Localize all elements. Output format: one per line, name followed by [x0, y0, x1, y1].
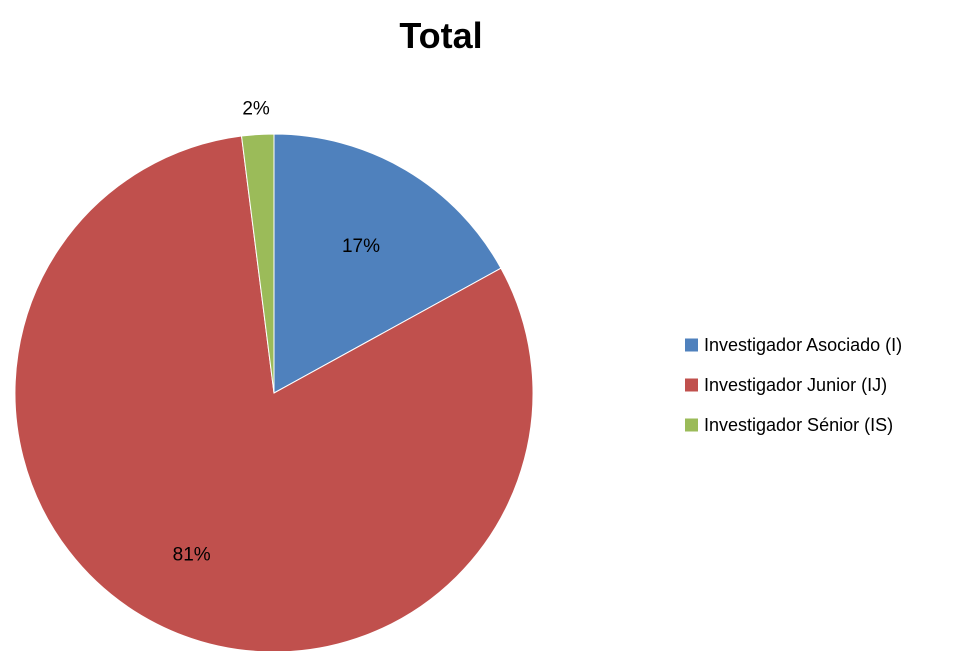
legend: Investigador Asociado (I) Investigador Ju…	[685, 335, 902, 435]
legend-item-1: Investigador Asociado (I)	[685, 335, 902, 355]
data-label-1: 17%	[342, 236, 380, 257]
pie-slice-3	[240, 133, 275, 394]
legend-swatch-1	[685, 338, 698, 352]
legend-item-2: Investigador Junior (IJ)	[685, 375, 887, 395]
legend-swatch-2	[685, 378, 698, 392]
data-label-2: 81%	[173, 545, 211, 566]
pie-slices	[14, 133, 534, 651]
data-label-3: 2%	[242, 99, 270, 120]
pie-data-labels: 17% 81% 2%	[173, 99, 380, 566]
pie-slice-2	[14, 135, 534, 651]
legend-item-3: Investigador Sénior (IS)	[685, 415, 893, 435]
legend-swatch-3	[685, 418, 698, 432]
pie-slice-1	[273, 133, 502, 394]
legend-label-2: Investigador Junior (IJ)	[704, 375, 887, 395]
legend-label-1: Investigador Asociado (I)	[704, 335, 902, 355]
legend-label-3: Investigador Sénior (IS)	[704, 415, 893, 435]
chart-title: Total	[399, 15, 482, 56]
